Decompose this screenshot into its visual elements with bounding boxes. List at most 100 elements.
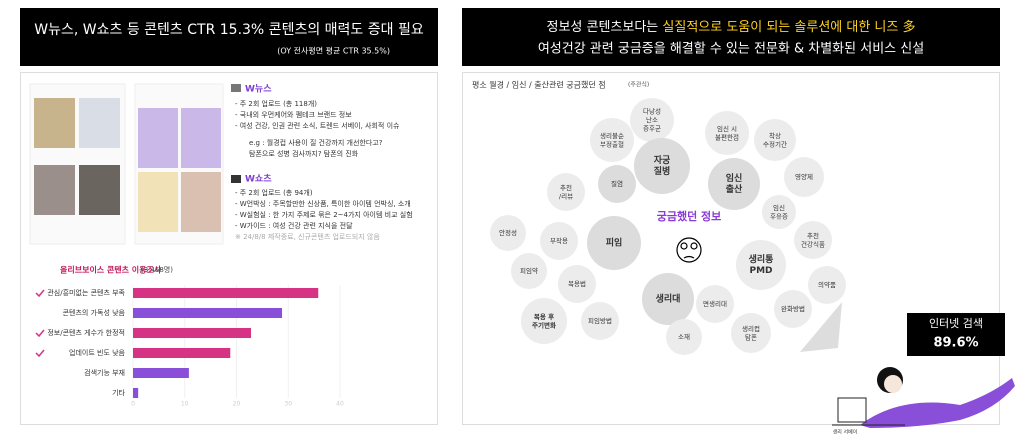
bubble-label: 착상 bbox=[769, 131, 781, 140]
bubble bbox=[634, 138, 690, 194]
photo bbox=[181, 172, 221, 232]
body-line: - 여성 건강, 인권 관련 소식, 트렌드 서베이, 사회적 이슈 bbox=[235, 121, 400, 130]
bubble bbox=[784, 157, 824, 197]
bubble bbox=[731, 313, 771, 353]
news-icon bbox=[231, 84, 241, 92]
body-line: - 국내외 우먼케어와 펨테크 브랜드 정보 bbox=[235, 110, 352, 119]
bar bbox=[133, 368, 189, 378]
bubble-label: 질병 bbox=[654, 165, 671, 177]
bubble bbox=[490, 215, 526, 251]
left-subtitle: (OY 전사평면 평균 CTR 35.5%) bbox=[277, 46, 390, 56]
body-line: ※ 24/8/8 제작중료, 신규콘텐츠 업로드되지 않음 bbox=[235, 232, 380, 241]
bubble-label: 탐폰 bbox=[745, 333, 757, 341]
center-label: 궁금했던 정보 bbox=[657, 209, 722, 223]
bubble bbox=[590, 118, 634, 162]
photo bbox=[79, 98, 120, 148]
y-tick-label: 관심/흥미없는 콘텐츠 부족 bbox=[47, 288, 125, 297]
bubble-label: 부작용 bbox=[550, 236, 568, 245]
bubble bbox=[540, 222, 578, 260]
bubble-label: 복용법 bbox=[568, 279, 586, 288]
left-panel bbox=[20, 72, 438, 425]
bubble bbox=[587, 216, 641, 270]
y-tick-label: 정보/콘텐츠 게수가 한정적 bbox=[47, 328, 125, 337]
bubble bbox=[547, 173, 585, 211]
check-mark bbox=[35, 329, 45, 338]
laptop bbox=[837, 397, 867, 423]
body-line: 탐폰으로 성병 검사까지? 탐폰의 진화 bbox=[249, 149, 359, 158]
bubble bbox=[511, 253, 547, 289]
photo bbox=[181, 108, 221, 168]
bar bbox=[133, 308, 283, 318]
caption-note: (주관식) bbox=[628, 81, 649, 89]
bubble-label: 후유증 bbox=[770, 212, 788, 220]
bubble-label: 수정기간 bbox=[763, 139, 787, 148]
bubble-label: 주기변화 bbox=[532, 320, 556, 329]
bubble-label: 불편한점 bbox=[715, 132, 739, 141]
thinking-face bbox=[676, 237, 702, 263]
body-line: - 주 2회 업로드 (총 118개) bbox=[235, 99, 317, 108]
callout-value: 89.6% bbox=[933, 336, 978, 351]
body-line: - W가이드 : 여성 건강 관련 지식을 전달 bbox=[235, 221, 353, 230]
shorts-icon bbox=[231, 175, 241, 183]
bubble-label: 생리불순 bbox=[600, 131, 624, 140]
bubble-label: PMD bbox=[749, 266, 772, 276]
bubble-label: 의약품 bbox=[818, 280, 836, 289]
mouth bbox=[683, 255, 695, 259]
right-header bbox=[462, 8, 1000, 66]
bubble-label: 피임 bbox=[606, 237, 623, 249]
bubble bbox=[708, 158, 760, 210]
bubble-label: 임신 bbox=[773, 203, 785, 212]
bar bbox=[133, 288, 319, 298]
x-tick-label: 0 bbox=[131, 401, 135, 408]
photo bbox=[138, 172, 178, 232]
body-line: - W실험실 : 한 가지 주제로 묶은 2~4가지 아이템 비교 실험 bbox=[235, 210, 413, 219]
x-tick-label: 30 bbox=[284, 401, 292, 408]
bubble bbox=[696, 285, 734, 323]
right-panel bbox=[462, 72, 1000, 425]
bubble bbox=[774, 290, 812, 328]
body-line: e.g : 월경컵 사용이 질 건강까지 개선한다고? bbox=[249, 138, 383, 147]
bubble bbox=[642, 273, 694, 325]
bubble bbox=[754, 119, 796, 161]
bubble-label: 난소 bbox=[646, 115, 658, 124]
chart-subtitle: (3,468명) bbox=[141, 265, 173, 274]
photo bbox=[79, 165, 120, 215]
figure-caption: 생리 서베이 bbox=[833, 429, 858, 436]
bubble-label: 생리대 bbox=[656, 293, 681, 305]
title-highlight: 실질적으로 도움이 되는 솔루션에 대한 니즈 多 bbox=[662, 19, 915, 35]
bubble-label: 안정성 bbox=[499, 228, 517, 237]
bubble-label: 피임약 bbox=[520, 266, 538, 275]
body bbox=[860, 378, 1015, 428]
bubble bbox=[558, 265, 596, 303]
bar bbox=[133, 328, 251, 338]
bubble-label: 건강식품 bbox=[801, 239, 825, 248]
x-tick-label: 20 bbox=[233, 401, 241, 408]
bubble-label: 다낭성 bbox=[643, 107, 661, 116]
bubble bbox=[705, 111, 749, 155]
bubble-label: 피임방법 bbox=[588, 316, 612, 325]
left-title: W뉴스, W쇼츠 등 콘텐츠 CTR 15.3% 콘텐츠의 매력도 증대 필요 bbox=[34, 22, 424, 38]
bubble-label: 복용 후 bbox=[534, 312, 554, 321]
bubble-label: /리뷰 bbox=[559, 191, 573, 200]
bubble bbox=[581, 302, 619, 340]
bubble-label: 추천 bbox=[807, 231, 819, 240]
y-tick-label: 기타 bbox=[112, 388, 125, 397]
right-title: 정보성 콘텐츠보다는 실질적으로 도움이 되는 솔루션에 대한 니즈 多 bbox=[547, 19, 916, 35]
face bbox=[676, 237, 702, 263]
shorts-heading: W쇼츠 bbox=[245, 174, 272, 185]
bubble-label: 영양제 bbox=[795, 172, 813, 181]
y-tick-label: 검색기능 부재 bbox=[84, 368, 125, 377]
bubble-label: 임신 시 bbox=[717, 124, 737, 133]
bubble bbox=[521, 298, 567, 344]
bubble bbox=[666, 319, 702, 355]
photo bbox=[34, 98, 75, 148]
x-tick-label: 40 bbox=[336, 401, 344, 408]
check-mark bbox=[35, 349, 45, 358]
title-plain: 정보성 콘텐츠보다는 bbox=[547, 20, 663, 35]
bubble bbox=[736, 240, 786, 290]
bubble-label: 증후군 bbox=[643, 125, 661, 133]
person-illustration bbox=[832, 367, 1015, 428]
news-heading: W뉴스 bbox=[245, 84, 272, 95]
